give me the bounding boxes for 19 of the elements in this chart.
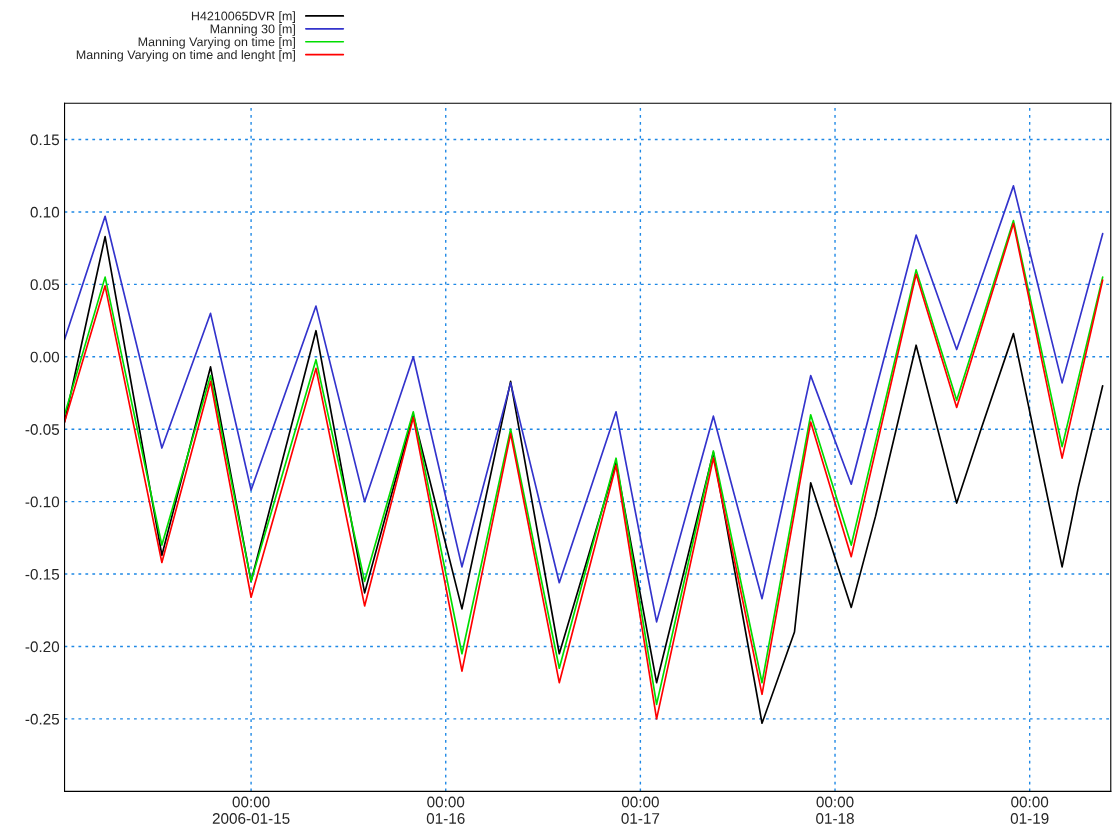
y-tick-label: -0.25 bbox=[25, 713, 60, 725]
x-tick-label: 00:00 01-19 bbox=[1010, 796, 1049, 824]
y-tick-label: -0.05 bbox=[25, 424, 60, 435]
y-tick-label: -0.20 bbox=[25, 641, 60, 653]
x-tick-label: 00:00 01-17 bbox=[621, 796, 660, 824]
y-tick-label: -0.10 bbox=[25, 496, 60, 508]
x-tick-label: 00:00 01-18 bbox=[816, 796, 854, 824]
legend-label: Manning Varying on time [m] bbox=[138, 37, 295, 49]
y-tick-label: 0.00 bbox=[30, 351, 60, 363]
legend-label: H4210065DVR [m] bbox=[191, 11, 295, 23]
y-tick-label: -0.15 bbox=[25, 568, 60, 580]
legend-label: Manning Varying on time and lenght [m] bbox=[76, 49, 295, 62]
x-tick-label: 00:00 01-16 bbox=[426, 796, 465, 824]
y-tick-label: 0.05 bbox=[30, 279, 60, 291]
y-tick-label: 0.15 bbox=[30, 134, 60, 146]
x-tick-label: 00:00 2006-01-15 bbox=[212, 796, 290, 824]
legend-label: Manning 30 [m] bbox=[210, 24, 295, 36]
y-tick-label: 0.10 bbox=[30, 206, 60, 218]
line-series bbox=[64, 185, 1104, 623]
